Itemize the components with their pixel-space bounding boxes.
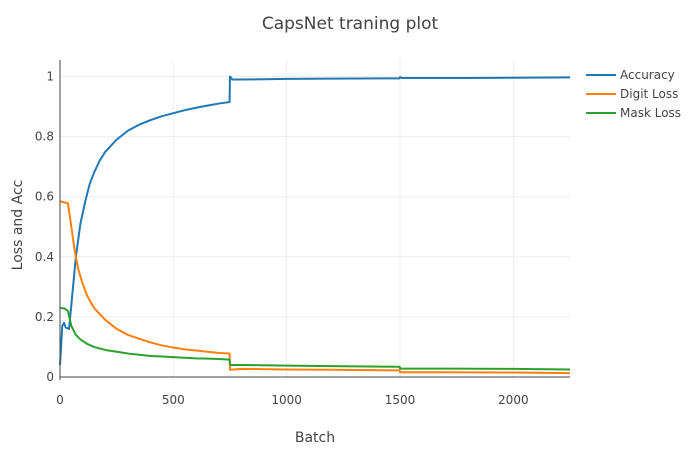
legend[interactable]: Accuracy Digit Loss Mask Loss xyxy=(586,68,681,120)
chart-title: CapsNet traning plot xyxy=(262,14,439,34)
legend-item-accuracy[interactable]: Accuracy xyxy=(586,68,675,82)
x-tick-label: 1000 xyxy=(271,393,302,407)
y-tick-label: 0.4 xyxy=(35,250,54,264)
y-tick-label: 0.8 xyxy=(35,130,54,144)
y-tick-label: 0.2 xyxy=(35,310,54,324)
axes-layer: 0 0.2 0.4 0.6 0.8 1 0 500 1000 1500 2000 xyxy=(35,60,570,407)
x-tick-label: 2000 xyxy=(498,393,529,407)
legend-label: Digit Loss xyxy=(620,87,678,101)
y-axis-title: Loss and Acc xyxy=(10,180,26,271)
series-layer xyxy=(59,75,571,375)
x-axis-title: Batch xyxy=(295,430,335,446)
legend-item-mask-loss[interactable]: Mask Loss xyxy=(586,106,681,120)
series-line-mask-loss xyxy=(59,306,571,371)
x-tick-label: 500 xyxy=(162,393,185,407)
legend-label: Mask Loss xyxy=(620,106,681,120)
x-tick-label: 0 xyxy=(56,393,64,407)
legend-label: Accuracy xyxy=(620,68,675,82)
series-line-digit-loss xyxy=(59,200,571,375)
series-line-accuracy xyxy=(59,75,571,366)
y-tick-label: 1 xyxy=(46,70,54,84)
y-tick-label: 0 xyxy=(46,370,54,384)
x-tick-label: 1500 xyxy=(385,393,416,407)
legend-item-digit-loss[interactable]: Digit Loss xyxy=(586,87,678,101)
y-tick-label: 0.6 xyxy=(35,190,54,204)
